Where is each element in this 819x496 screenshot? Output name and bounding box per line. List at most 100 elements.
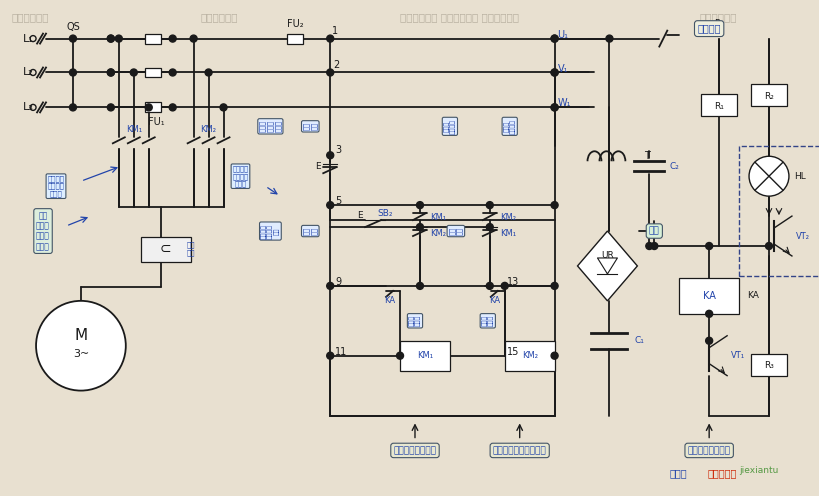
Circle shape <box>416 224 423 231</box>
Text: KM₁: KM₁ <box>416 351 432 360</box>
Circle shape <box>550 104 558 111</box>
Text: E: E <box>357 211 363 220</box>
Circle shape <box>705 243 712 249</box>
Text: U₁: U₁ <box>557 30 568 40</box>
Circle shape <box>205 69 212 76</box>
Text: 3~: 3~ <box>73 349 89 359</box>
Text: 顺相序接触器线圈: 顺相序接触器线圈 <box>393 446 436 455</box>
Text: 5: 5 <box>335 196 341 206</box>
Circle shape <box>169 104 176 111</box>
Circle shape <box>550 104 558 111</box>
Circle shape <box>115 35 122 42</box>
Text: R₁: R₁ <box>713 102 723 111</box>
Text: KM₂: KM₂ <box>201 125 216 134</box>
Text: ⊂: ⊂ <box>160 242 171 256</box>
Circle shape <box>650 243 657 249</box>
Polygon shape <box>577 231 636 301</box>
Text: W₁: W₁ <box>557 98 570 109</box>
Text: 光耦: 光耦 <box>648 227 658 236</box>
Text: KA: KA <box>384 296 395 306</box>
Text: jiexiantu: jiexiantu <box>739 466 778 475</box>
Text: V₁: V₁ <box>557 63 568 73</box>
Bar <box>700 94 736 117</box>
Text: 顺相序接触器: 顺相序接触器 <box>201 13 238 23</box>
Text: 逆相序校
正接触主
触点: 逆相序校 正接触主 触点 <box>260 224 279 239</box>
Circle shape <box>550 35 558 42</box>
Circle shape <box>416 282 423 289</box>
Text: KM₁: KM₁ <box>429 213 446 222</box>
Text: 1: 1 <box>332 26 338 36</box>
Text: 顺相序
直锁触点: 顺相序 直锁触点 <box>443 119 455 134</box>
Text: 2: 2 <box>333 60 339 69</box>
Text: 逆相序
与触点: 逆相序 与触点 <box>481 315 493 326</box>
Circle shape <box>190 35 197 42</box>
Text: T: T <box>644 151 649 161</box>
Circle shape <box>169 35 176 42</box>
Text: 9: 9 <box>335 277 341 287</box>
Text: FU₂: FU₂ <box>287 19 303 29</box>
Text: 逆相序
直锁触点: 逆相序 直锁触点 <box>503 119 515 134</box>
Circle shape <box>486 282 493 289</box>
Circle shape <box>70 104 76 111</box>
Bar <box>287 34 303 44</box>
Circle shape <box>145 104 152 111</box>
Text: FU₁: FU₁ <box>148 118 165 127</box>
Text: 逆相序: 逆相序 <box>668 468 686 478</box>
Text: KM₂: KM₂ <box>429 229 446 238</box>
Text: KM₁: KM₁ <box>125 125 142 134</box>
Text: UR: UR <box>600 251 613 260</box>
Text: 15: 15 <box>506 347 518 357</box>
Text: KA: KA <box>489 296 500 306</box>
Circle shape <box>486 202 493 209</box>
Text: 13: 13 <box>506 277 518 287</box>
Text: 逆相序接触器: 逆相序接触器 <box>11 13 48 23</box>
Circle shape <box>107 69 114 76</box>
Circle shape <box>107 69 114 76</box>
Bar <box>145 67 161 77</box>
Circle shape <box>107 35 114 42</box>
Text: 停止
接钮: 停止 接钮 <box>303 123 317 130</box>
Circle shape <box>550 352 558 359</box>
Text: 热继
电器: 热继 电器 <box>186 242 195 256</box>
Circle shape <box>605 35 612 42</box>
Text: QS: QS <box>66 22 79 32</box>
Text: 校正滤电器: 校正滤电器 <box>706 468 735 478</box>
Text: L₁: L₁ <box>23 34 34 44</box>
Circle shape <box>107 104 114 111</box>
Circle shape <box>326 35 333 42</box>
Text: KA: KA <box>746 291 758 301</box>
Text: KM₁: KM₁ <box>499 229 515 238</box>
Circle shape <box>326 352 333 359</box>
Circle shape <box>70 35 76 42</box>
Text: VT₁: VT₁ <box>731 351 744 360</box>
Circle shape <box>326 282 333 289</box>
Circle shape <box>645 243 652 249</box>
Text: R₃: R₃ <box>763 361 773 370</box>
Bar <box>505 341 554 371</box>
Text: 逆相序校
正接正接
触磁场: 逆相序校 正接正接 触磁场 <box>233 165 248 187</box>
Bar <box>145 34 161 44</box>
Circle shape <box>36 301 125 390</box>
Text: KM₂: KM₂ <box>499 213 515 222</box>
Text: 顺相序
接触器
主触点: 顺相序 接触器 主触点 <box>259 121 281 132</box>
Circle shape <box>748 156 788 196</box>
Text: 矩型
接触器
磁场线
圈磁场: 矩型 接触器 磁场线 圈磁场 <box>36 211 50 251</box>
Text: C₁: C₁ <box>634 336 644 345</box>
Text: SB₂: SB₂ <box>377 209 392 218</box>
Circle shape <box>107 35 114 42</box>
Circle shape <box>550 69 558 76</box>
Text: L₃: L₃ <box>23 102 34 113</box>
Text: L₂: L₂ <box>23 67 34 77</box>
Circle shape <box>416 202 423 209</box>
Text: HL: HL <box>793 172 805 181</box>
Text: 顺相序
与触点: 顺相序 与触点 <box>409 315 420 326</box>
Bar <box>678 278 738 314</box>
Circle shape <box>550 69 558 76</box>
Circle shape <box>219 104 227 111</box>
Text: KM₂: KM₂ <box>521 351 537 360</box>
Bar <box>750 354 786 375</box>
Circle shape <box>326 69 333 76</box>
Bar <box>400 341 450 371</box>
Text: 逆相序校正接触器线圈: 逆相序校正接触器线圈 <box>492 446 546 455</box>
Circle shape <box>169 69 176 76</box>
